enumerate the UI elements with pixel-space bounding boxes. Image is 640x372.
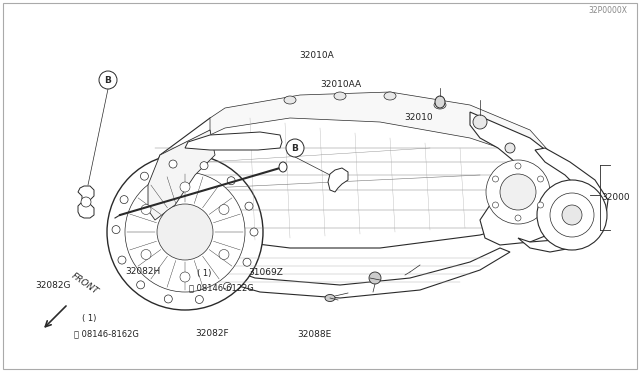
Circle shape	[515, 215, 521, 221]
Circle shape	[250, 228, 258, 236]
Circle shape	[157, 204, 213, 260]
Circle shape	[120, 196, 128, 203]
Circle shape	[473, 115, 487, 129]
Circle shape	[107, 154, 263, 310]
Text: B: B	[104, 76, 111, 84]
Text: 32P0000X: 32P0000X	[588, 6, 627, 15]
Circle shape	[118, 256, 126, 264]
Circle shape	[140, 172, 148, 180]
Polygon shape	[140, 98, 565, 248]
Circle shape	[180, 272, 190, 282]
Ellipse shape	[334, 92, 346, 100]
Ellipse shape	[284, 96, 296, 104]
Circle shape	[125, 172, 245, 292]
Circle shape	[81, 197, 91, 207]
Text: 31069Z: 31069Z	[248, 268, 283, 277]
Text: 32082H: 32082H	[125, 267, 160, 276]
Polygon shape	[210, 92, 558, 172]
Circle shape	[243, 258, 251, 266]
Circle shape	[219, 205, 229, 215]
Circle shape	[286, 139, 304, 157]
Text: Ⓑ 08146-6122G: Ⓑ 08146-6122G	[189, 283, 253, 292]
Circle shape	[245, 202, 253, 210]
Ellipse shape	[435, 96, 445, 108]
Text: 32010: 32010	[404, 113, 433, 122]
Polygon shape	[328, 168, 348, 192]
Circle shape	[141, 205, 151, 215]
Circle shape	[562, 205, 582, 225]
Circle shape	[219, 250, 229, 260]
Polygon shape	[470, 112, 575, 245]
Circle shape	[486, 160, 550, 224]
Text: 32082G: 32082G	[35, 281, 70, 290]
Circle shape	[180, 182, 190, 192]
Text: 32082F: 32082F	[195, 329, 229, 338]
Text: 32088E: 32088E	[298, 330, 332, 339]
Circle shape	[493, 176, 499, 182]
Ellipse shape	[434, 101, 446, 109]
Circle shape	[169, 160, 177, 168]
Circle shape	[369, 272, 381, 284]
Circle shape	[137, 281, 145, 289]
Text: B: B	[292, 144, 298, 153]
Polygon shape	[78, 186, 94, 218]
Circle shape	[505, 143, 515, 153]
Text: FRONT: FRONT	[70, 271, 100, 296]
Circle shape	[223, 282, 232, 291]
Circle shape	[493, 202, 499, 208]
Circle shape	[195, 295, 204, 304]
Text: 32010AA: 32010AA	[320, 80, 361, 89]
Polygon shape	[518, 148, 608, 252]
Polygon shape	[148, 130, 215, 220]
Ellipse shape	[325, 295, 335, 301]
Circle shape	[141, 250, 151, 260]
Circle shape	[515, 163, 521, 169]
Circle shape	[200, 162, 208, 170]
Text: 32010A: 32010A	[300, 51, 334, 60]
Ellipse shape	[384, 92, 396, 100]
Circle shape	[550, 193, 594, 237]
Circle shape	[537, 180, 607, 250]
Text: 32000: 32000	[602, 193, 630, 202]
Text: ( 1): ( 1)	[82, 314, 96, 323]
Circle shape	[164, 295, 172, 303]
Polygon shape	[175, 240, 510, 298]
Circle shape	[112, 225, 120, 234]
Circle shape	[538, 202, 543, 208]
Text: Ⓑ 08146-8162G: Ⓑ 08146-8162G	[74, 329, 138, 338]
Polygon shape	[185, 132, 282, 150]
Ellipse shape	[279, 162, 287, 172]
Text: ( 1): ( 1)	[197, 269, 211, 278]
Circle shape	[500, 174, 536, 210]
Circle shape	[99, 71, 117, 89]
Circle shape	[227, 177, 235, 185]
Circle shape	[538, 176, 543, 182]
